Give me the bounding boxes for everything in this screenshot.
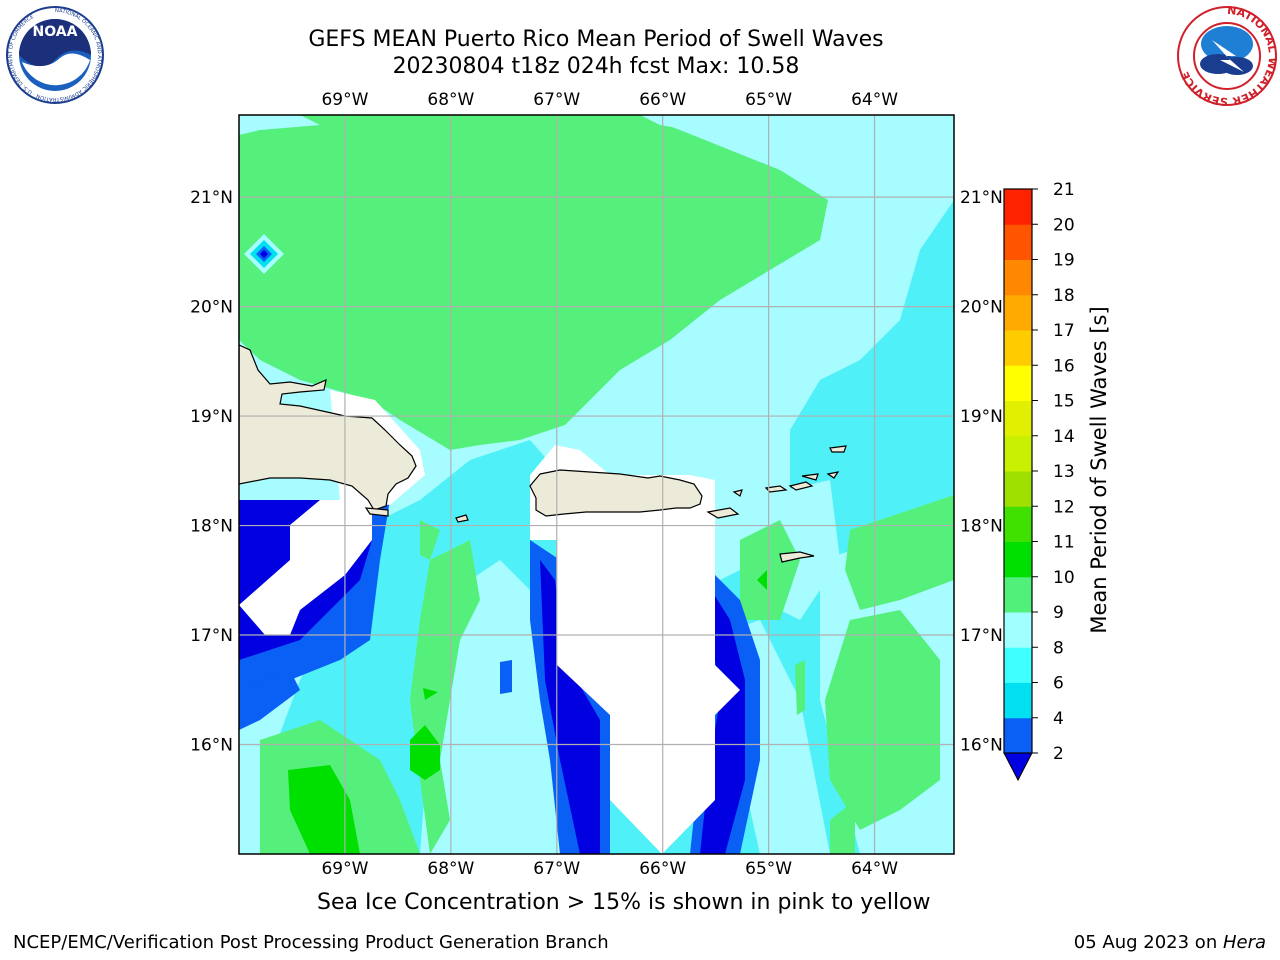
colorbar-tick-label: 8 <box>1053 638 1064 658</box>
colorbar-segment <box>1004 435 1032 472</box>
colorbar-tick-label: 17 <box>1053 321 1075 341</box>
colorbar-segment <box>1004 294 1032 331</box>
lon-label-top: 65°W <box>745 90 792 110</box>
colorbar-segment <box>1004 259 1032 296</box>
colorbar: 2 4 6 8 9 10 11 12 13 14 15 16 17 18 19 20 21 <box>1003 180 1075 782</box>
chart-subtitle: 20230804 t18z 024h fcst Max: 10.58 <box>392 54 800 79</box>
noaa-logo-text: NOAA <box>33 24 78 40</box>
map-plot-area <box>239 115 954 854</box>
lon-label-bottom: 64°W <box>851 859 898 879</box>
land-puerto-rico <box>529 469 703 517</box>
colorbar-tick-label: 14 <box>1053 427 1075 447</box>
land-mona-island <box>455 514 469 523</box>
colorbar-tick-label: 6 <box>1053 674 1064 694</box>
longitude-labels-top: 69°W 68°W 67°W 66°W 65°W 64°W <box>321 90 898 110</box>
lat-label-left: 16°N <box>190 736 233 756</box>
lon-label-top: 66°W <box>639 90 686 110</box>
lat-label-right: 20°N <box>960 298 1003 318</box>
land-hispaniola <box>239 344 417 511</box>
lat-label-right: 16°N <box>960 736 1003 756</box>
colorbar-segment <box>1004 647 1032 683</box>
map-gridlines <box>239 115 954 854</box>
lon-label-bottom: 67°W <box>533 859 580 879</box>
colorbar-tick-label: 4 <box>1053 709 1064 729</box>
lon-label-bottom: 69°W <box>321 859 368 879</box>
chart-title: GEFS MEAN Puerto Rico Mean Period of Swe… <box>308 27 884 52</box>
colorbar-tick-label: 21 <box>1053 180 1075 200</box>
colorbar-segment <box>1004 541 1032 578</box>
footer-branch: NCEP/EMC/Verification Post Processing Pr… <box>13 932 609 953</box>
colorbar-tick-label: 11 <box>1053 533 1075 553</box>
colorbar-tick-label: 10 <box>1053 568 1075 588</box>
colorbar-under-arrow <box>1003 752 1033 782</box>
longitude-labels-bottom: 69°W 68°W 67°W 66°W 65°W 64°W <box>321 859 898 879</box>
colorbar-segment <box>1004 471 1032 507</box>
colorbar-label: Mean Period of Swell Waves [s] <box>1087 306 1111 633</box>
colorbar-segment <box>1004 506 1032 542</box>
colorbar-tick-label: 18 <box>1053 286 1075 306</box>
colorbar-segment <box>1004 612 1032 648</box>
lat-label-right: 19°N <box>960 407 1003 427</box>
colorbar-segment <box>1004 576 1032 613</box>
colorbar-tick-label: 2 <box>1053 744 1064 764</box>
lat-label-left: 17°N <box>190 626 233 646</box>
land-st-croix <box>779 551 815 563</box>
swell-band-9-10 <box>239 115 828 450</box>
colorbar-segment <box>1004 682 1032 719</box>
lat-label-left: 18°N <box>190 517 233 537</box>
lon-label-bottom: 66°W <box>639 859 686 879</box>
colorbar-segment <box>1004 330 1032 366</box>
lat-label-right: 18°N <box>960 517 1003 537</box>
lat-label-left: 21°N <box>190 188 233 208</box>
lat-label-left: 20°N <box>190 298 233 318</box>
lon-label-bottom: 65°W <box>745 859 792 879</box>
map-frame <box>238 114 955 855</box>
colorbar-tick-label: 15 <box>1053 392 1075 412</box>
swell-band-10-11 <box>288 765 360 854</box>
colorbar-segment <box>1004 224 1032 260</box>
colorbar-tick-label: 9 <box>1053 603 1064 623</box>
lon-label-top: 69°W <box>321 90 368 110</box>
latitude-labels-left: 21°N 20°N 19°N 18°N 17°N 16°N <box>190 188 233 755</box>
lon-label-bottom: 68°W <box>427 859 474 879</box>
masked-region-south-pr <box>530 445 740 854</box>
sea-ice-caption: Sea Ice Concentration > 15% is shown in … <box>317 890 931 915</box>
colorbar-tick-label: 19 <box>1053 251 1075 271</box>
footer-date: 05 Aug 2023 on Hera <box>1073 932 1266 953</box>
colorbar-tick-label: 20 <box>1053 215 1075 235</box>
lat-label-left: 19°N <box>190 407 233 427</box>
lon-label-top: 67°W <box>533 90 580 110</box>
latitude-labels-right: 21°N 20°N 19°N 18°N 17°N 16°N <box>960 188 1003 755</box>
lon-label-top: 64°W <box>851 90 898 110</box>
colorbar-tick-label: 16 <box>1053 356 1075 376</box>
colorbar-tick-label: 13 <box>1053 462 1075 482</box>
colorbar-segment <box>1004 717 1032 754</box>
lon-label-top: 68°W <box>427 90 474 110</box>
nws-logo: NATIONAL WEATHER SERVICE <box>1177 4 1279 108</box>
noaa-logo: NOAA NATIONAL OCEANIC AND ATMOSPHERIC AD… <box>6 6 104 104</box>
colorbar-segment <box>1004 189 1032 225</box>
lat-label-right: 17°N <box>960 626 1003 646</box>
colorbar-tick-label: 12 <box>1053 497 1075 517</box>
masked-region-west <box>239 500 372 635</box>
colorbar-segment <box>1004 400 1032 437</box>
footer-host: Hera <box>1222 932 1266 953</box>
colorbar-segment <box>1004 365 1032 401</box>
lat-label-right: 21°N <box>960 188 1003 208</box>
